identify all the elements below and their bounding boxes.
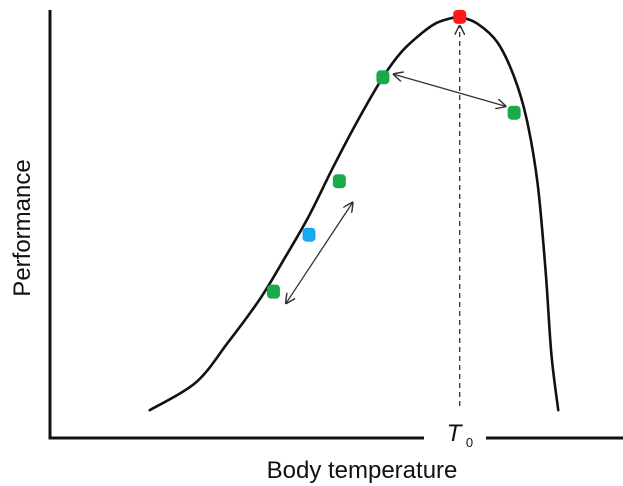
marker-3	[507, 105, 521, 120]
marker-5	[302, 227, 316, 242]
marker-1	[453, 9, 467, 24]
optimum-temperature-label: T 0	[447, 420, 473, 450]
optimum-label-main: T	[447, 420, 464, 447]
performance-curve	[148, 15, 560, 412]
marker-6	[266, 284, 280, 299]
y-axis-label: Performance	[9, 159, 36, 296]
double-arrow-2	[286, 203, 352, 304]
marker-4	[332, 174, 346, 189]
marker-2	[376, 70, 390, 85]
data-markers	[266, 9, 521, 299]
double-arrows	[286, 74, 505, 303]
x-axis-label: Body temperature	[267, 457, 458, 484]
double-arrow-1	[394, 74, 506, 106]
optimum-label-sub: 0	[466, 435, 473, 450]
